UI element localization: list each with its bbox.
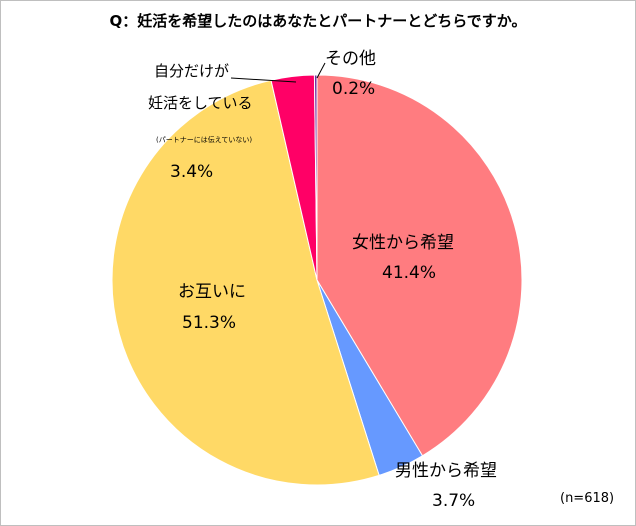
leader-line-other [316, 62, 326, 79]
slice-label-self-only-line2: 妊活をしている [148, 94, 253, 112]
slice-value-female: 41.4% [382, 263, 437, 283]
slice-label-self-only-sub: (パートナーには伝えていない) [156, 136, 253, 144]
sample-size-note: (n=618) [560, 491, 615, 506]
pie-slice-female [316, 74, 523, 457]
slice-value-both: 51.3% [182, 313, 237, 333]
leader-line-self-only [230, 77, 297, 83]
pie-slice-other [313, 74, 318, 281]
pie-slice-both [111, 79, 380, 486]
slice-label-self-only-line1: 自分だけが [154, 62, 230, 80]
slice-value-self-only: 3.4% [170, 162, 214, 182]
slice-label-male: 男性から希望 [395, 461, 497, 481]
chart-title: Q：妊活を希望したのはあなたとパートナーとどちらですか。 [109, 12, 527, 30]
slice-label-other: その他 [325, 49, 376, 69]
slice-value-male: 3.7% [432, 491, 476, 511]
slice-value-other: 0.2% [332, 79, 376, 99]
slice-label-both: お互いに [178, 282, 246, 302]
slice-label-female: 女性から希望 [352, 233, 454, 253]
